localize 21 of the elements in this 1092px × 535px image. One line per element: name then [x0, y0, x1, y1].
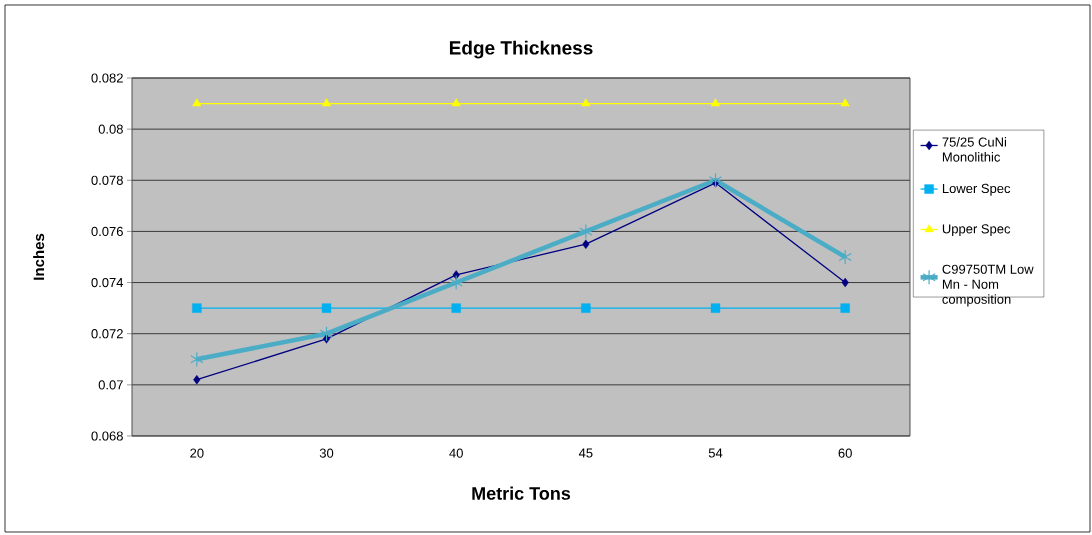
x-tick-label: 40 — [449, 448, 463, 458]
y-tick-label: 0.078 — [91, 175, 123, 185]
x-tick-label: 20 — [190, 448, 204, 458]
x-tick-label: 45 — [578, 448, 593, 458]
legend-label: 75/25 CuNi Monolithic — [942, 137, 1007, 162]
y-axis-title: Inches — [33, 233, 45, 280]
x-tick-label: 30 — [319, 448, 334, 458]
y-tick-label: 0.08 — [98, 124, 123, 134]
y-tick-label: 0.072 — [91, 329, 123, 339]
x-tick-label: 60 — [838, 448, 852, 458]
chart-title: Edge Thickness — [449, 40, 593, 59]
y-tick-label: 0.074 — [91, 277, 124, 288]
legend-label: Upper Spec — [942, 224, 1011, 237]
y-tick-label: 0.082 — [91, 73, 123, 83]
y-tick-label: 0.068 — [91, 431, 123, 441]
x-axis-title: Metric Tons — [472, 486, 571, 500]
x-tick-label: 54 — [708, 448, 723, 458]
legend-label: Lower Spec — [942, 183, 1011, 196]
legend-label: C99750TM Low Mn - Nom composition — [942, 264, 1034, 307]
y-tick-label: 0.076 — [91, 226, 123, 237]
y-tick-label: 0.07 — [98, 380, 123, 390]
